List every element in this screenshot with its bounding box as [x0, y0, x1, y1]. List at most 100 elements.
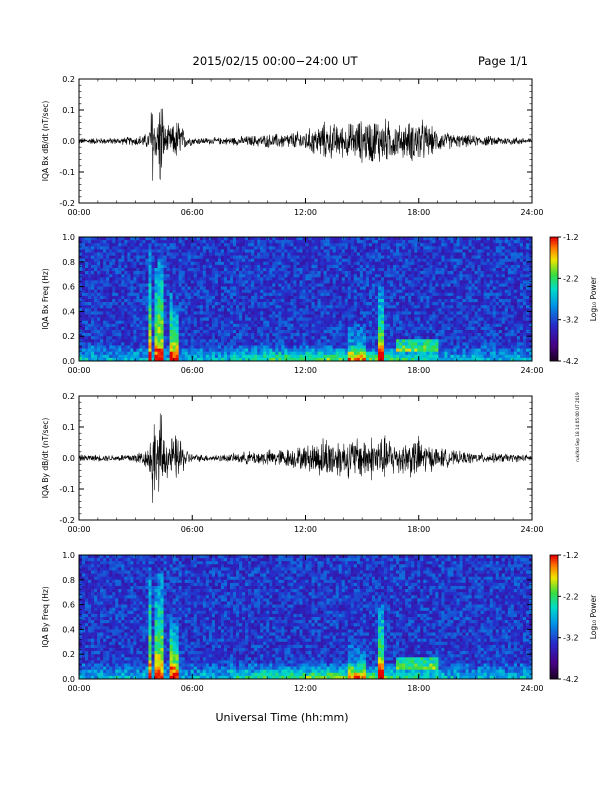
spectrogram-cell	[513, 305, 518, 309]
spectrogram-cell	[371, 302, 376, 306]
spectrogram-cell	[181, 286, 185, 290]
spectrogram-cell	[242, 320, 246, 325]
spectrogram-cell	[323, 240, 327, 244]
spectrogram-cell	[181, 314, 185, 318]
spectrogram-cell	[281, 333, 285, 337]
spectrogram-cell	[263, 326, 267, 331]
spectrogram-cell	[384, 317, 388, 321]
spectrogram-cell	[226, 268, 231, 272]
spectrogram-cell	[462, 295, 466, 300]
spectrogram-cell	[456, 264, 460, 269]
spectrogram-cell	[239, 271, 243, 275]
spectrogram-cell	[335, 311, 340, 315]
spectrogram-cell	[254, 261, 258, 266]
spectrogram-cell	[441, 255, 445, 259]
spectrogram-cell	[338, 302, 343, 306]
spectrogram-cell	[85, 271, 89, 275]
spectrogram-cell	[281, 286, 285, 290]
spectrogram-cell	[332, 249, 336, 253]
spectrogram-cell	[438, 258, 442, 263]
spectrogram-cell	[254, 289, 258, 294]
spectrogram-cell	[220, 330, 225, 334]
spectrogram-cell	[390, 249, 394, 253]
spectrogram-cell	[211, 286, 216, 290]
spectrogram-cell	[208, 268, 213, 272]
spectrogram-cell	[184, 268, 189, 272]
spectrogram-cell	[145, 317, 149, 321]
spectrogram-cell	[85, 274, 89, 278]
spectrogram-cell	[426, 249, 430, 253]
spectrogram-cell	[432, 323, 436, 328]
spectrogram-cell	[402, 246, 406, 250]
spectrogram-cell	[245, 249, 249, 253]
spectrogram-cell	[417, 280, 421, 284]
spectrogram-cell	[522, 305, 527, 309]
spectrogram-cell	[94, 292, 98, 297]
spectrogram-cell	[368, 271, 373, 275]
spectrogram-cell	[112, 289, 116, 294]
spectrogram-cell	[290, 283, 294, 287]
spectrogram-cell	[459, 323, 463, 328]
spectrogram-cell	[263, 320, 267, 325]
spectrogram-cell	[374, 249, 379, 253]
spectrogram-cell	[248, 286, 252, 290]
spectrogram-cell	[223, 283, 228, 287]
spectrogram-cell	[106, 286, 110, 290]
spectrogram-cell	[317, 264, 321, 269]
spectrogram-cell	[205, 333, 210, 337]
spectrogram-cell	[456, 314, 460, 318]
spectrogram-cell	[371, 314, 376, 318]
spectrogram-cell	[390, 246, 394, 250]
spectrogram-cell	[390, 326, 394, 331]
spectrogram-cell	[522, 323, 527, 328]
spectrogram-cell	[242, 314, 246, 318]
spectrogram-cell	[226, 240, 231, 244]
spectrogram-cell	[399, 330, 403, 334]
spectrogram-cell	[284, 240, 288, 244]
spectrogram-cell	[402, 264, 406, 269]
spectrogram-cell	[266, 326, 270, 331]
spectrogram-cell	[293, 320, 297, 325]
spectrogram-cell	[184, 252, 189, 256]
spectrogram-cell	[365, 258, 370, 263]
spectrogram-cell	[199, 320, 204, 325]
spectrogram-cell	[347, 237, 352, 241]
spectrogram-cell	[260, 299, 264, 303]
spectrogram-cell	[405, 305, 409, 309]
spectrogram-cell	[106, 255, 110, 259]
spectrogram-cell	[284, 333, 288, 337]
spectrogram-cell	[88, 302, 92, 306]
spectrogram-cell	[88, 336, 92, 340]
spectrogram-cell	[332, 252, 336, 256]
spectrogram-cell	[145, 274, 149, 278]
spectrogram-cell	[438, 261, 442, 266]
spectrogram-cell	[341, 320, 346, 325]
spectrogram-cell	[151, 308, 155, 312]
spectrogram-cell	[254, 268, 258, 272]
spectrogram-cell	[230, 268, 234, 272]
spectrogram-cell	[411, 261, 415, 266]
spectrogram-cell	[528, 243, 533, 247]
spectrogram-cell	[408, 320, 412, 325]
spectrogram-cell	[254, 271, 258, 275]
spectrogram-cell	[91, 264, 95, 269]
spectrogram-cell	[230, 258, 234, 263]
spectrogram-cell	[381, 255, 385, 259]
spectrogram-cell	[251, 261, 255, 266]
spectrogram-cell	[220, 320, 225, 325]
spectrogram-cell	[296, 271, 300, 275]
spectrogram-cell	[154, 261, 158, 266]
spectrogram-cell	[423, 299, 427, 303]
spectrogram-cell	[248, 264, 252, 269]
spectrogram-cell	[320, 280, 324, 284]
spectrogram-cell	[438, 243, 442, 247]
spectrogram-cell	[190, 336, 195, 340]
spectrogram-cell	[166, 261, 170, 266]
spectrogram-cell	[175, 308, 179, 312]
spectrogram-cell	[281, 336, 285, 340]
spectrogram-cell	[450, 330, 454, 334]
spectrogram-cell	[139, 249, 143, 253]
spectrogram-cell	[175, 286, 179, 290]
spectrogram-cell	[226, 255, 231, 259]
spectrogram-cell	[456, 292, 460, 297]
